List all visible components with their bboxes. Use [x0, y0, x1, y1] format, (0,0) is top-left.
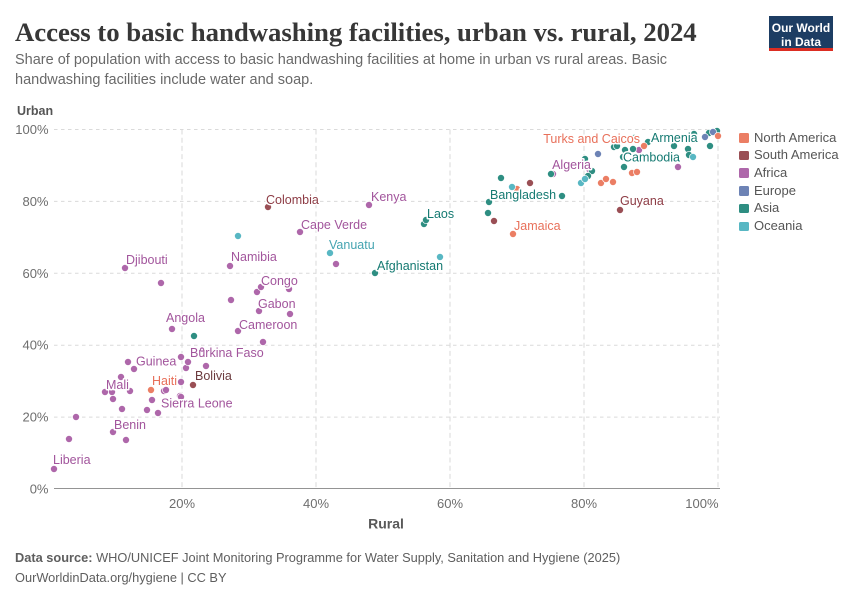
svg-text:Cambodia: Cambodia: [623, 151, 680, 165]
svg-text:Bolivia: Bolivia: [195, 369, 232, 383]
svg-text:100%: 100%: [685, 496, 719, 511]
svg-text:Turks and Caicos: Turks and Caicos: [543, 132, 640, 146]
svg-text:20%: 20%: [22, 410, 48, 425]
svg-text:Cameroon: Cameroon: [239, 318, 297, 332]
svg-text:Angola: Angola: [166, 311, 205, 325]
svg-text:Djibouti: Djibouti: [126, 253, 168, 267]
svg-text:Armenia: Armenia: [651, 131, 698, 145]
svg-text:Rural: Rural: [368, 516, 404, 532]
svg-text:Colombia: Colombia: [266, 193, 319, 207]
svg-text:60%: 60%: [22, 266, 48, 281]
svg-text:Congo: Congo: [261, 274, 298, 288]
svg-text:80%: 80%: [571, 496, 597, 511]
svg-text:80%: 80%: [22, 194, 48, 209]
svg-text:Vanuatu: Vanuatu: [329, 238, 375, 252]
svg-text:Jamaica: Jamaica: [514, 219, 561, 233]
svg-text:Guyana: Guyana: [620, 194, 664, 208]
svg-text:Bangladesh: Bangladesh: [490, 188, 556, 202]
svg-text:Haiti: Haiti: [152, 374, 177, 388]
svg-text:Urban: Urban: [17, 104, 53, 118]
svg-text:Gabon: Gabon: [258, 297, 296, 311]
svg-text:Sierra Leone: Sierra Leone: [161, 397, 233, 411]
svg-text:0%: 0%: [30, 482, 49, 497]
svg-text:Guinea: Guinea: [136, 355, 176, 369]
svg-text:Algeria: Algeria: [552, 158, 591, 172]
svg-text:20%: 20%: [169, 496, 195, 511]
svg-text:40%: 40%: [22, 338, 48, 353]
svg-text:60%: 60%: [437, 496, 463, 511]
svg-text:Laos: Laos: [427, 207, 454, 221]
svg-text:Mali: Mali: [106, 378, 129, 392]
svg-text:Kenya: Kenya: [371, 190, 406, 204]
svg-text:40%: 40%: [303, 496, 329, 511]
svg-text:Benin: Benin: [114, 418, 146, 432]
svg-text:Namibia: Namibia: [231, 250, 277, 264]
svg-text:Burkina Faso: Burkina Faso: [190, 346, 264, 360]
svg-text:Liberia: Liberia: [53, 453, 91, 467]
svg-text:Afghanistan: Afghanistan: [377, 259, 443, 273]
svg-text:100%: 100%: [15, 122, 49, 137]
svg-text:Cape Verde: Cape Verde: [301, 218, 367, 232]
